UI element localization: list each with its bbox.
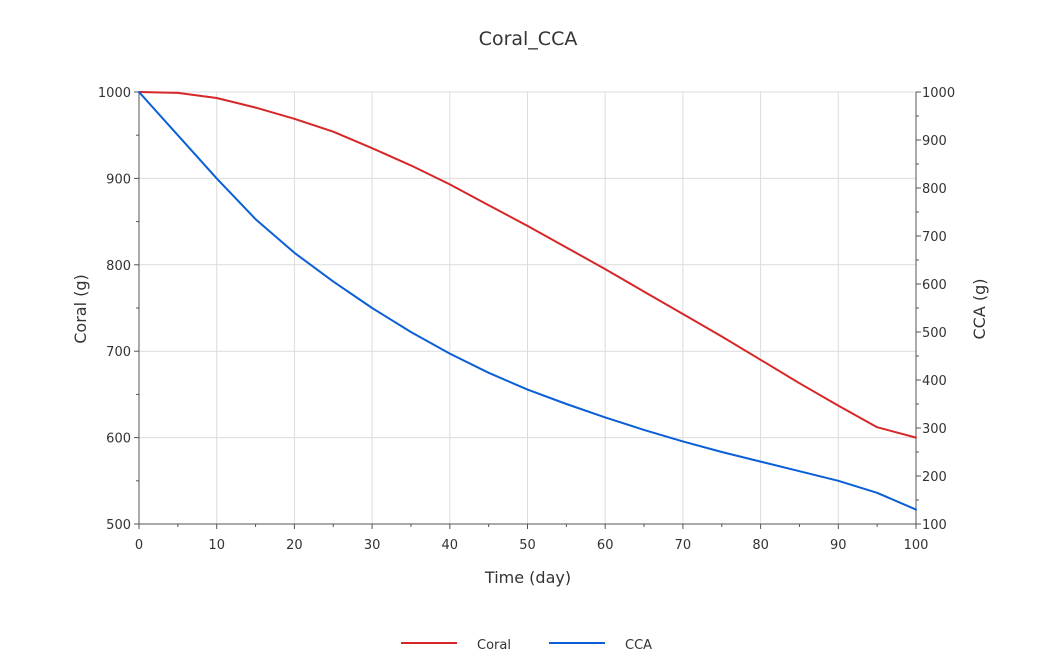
y-left-tick-label: 1000: [98, 86, 131, 101]
x-tick-label: 40: [442, 538, 459, 553]
x-tick-label: 60: [597, 538, 614, 553]
series-layer: [138, 91, 917, 511]
y-right-tick-label: 200: [922, 470, 947, 485]
y-left-tick-label: 700: [106, 345, 131, 360]
x-tick-label: 30: [364, 538, 381, 553]
y-right-tick-label: 600: [922, 278, 947, 293]
legend-label-coral: Coral: [477, 638, 511, 653]
x-tick-label: 100: [904, 538, 929, 553]
axes-layer: 0 10 20 30 40 50 60 70 80 90 100 500 600 700 800 900 100…: [98, 86, 955, 553]
y-left-axis-title: Coral (g): [71, 274, 90, 344]
x-tick-label: 20: [286, 538, 303, 553]
y-right-axis-title: CCA (g): [970, 278, 989, 339]
y-right-tick-label: 500: [922, 326, 947, 341]
chart-title: Coral_CCA: [479, 28, 578, 50]
y-right-tick-label: 300: [922, 422, 947, 437]
x-tick-label: 0: [135, 538, 143, 553]
x-tick-label: 50: [519, 538, 536, 553]
y-left-tick-label: 500: [106, 518, 131, 533]
x-tick-label: 70: [675, 538, 692, 553]
y-left-tick-label: 600: [106, 432, 131, 447]
grid-layer: [138, 91, 917, 525]
series-line-coral: [138, 91, 917, 439]
y-right-tick-label: 900: [922, 134, 947, 149]
legend-label-cca: CCA: [625, 638, 652, 653]
y-right-tick-label: 1000: [922, 86, 955, 101]
y-right-tick-label: 700: [922, 230, 947, 245]
y-left-tick-label: 800: [106, 259, 131, 274]
x-axis-title: Time (day): [484, 568, 571, 587]
x-tick-label: 90: [830, 538, 847, 553]
x-tick-label: 10: [208, 538, 225, 553]
y-right-tick-label: 100: [922, 518, 947, 533]
y-left-tick-label: 900: [106, 172, 131, 187]
x-tick-label: 80: [752, 538, 769, 553]
series-line-cca: [138, 91, 917, 511]
y-right-tick-label: 800: [922, 182, 947, 197]
legend: Coral CCA: [401, 638, 652, 653]
y-right-tick-label: 400: [922, 374, 947, 389]
